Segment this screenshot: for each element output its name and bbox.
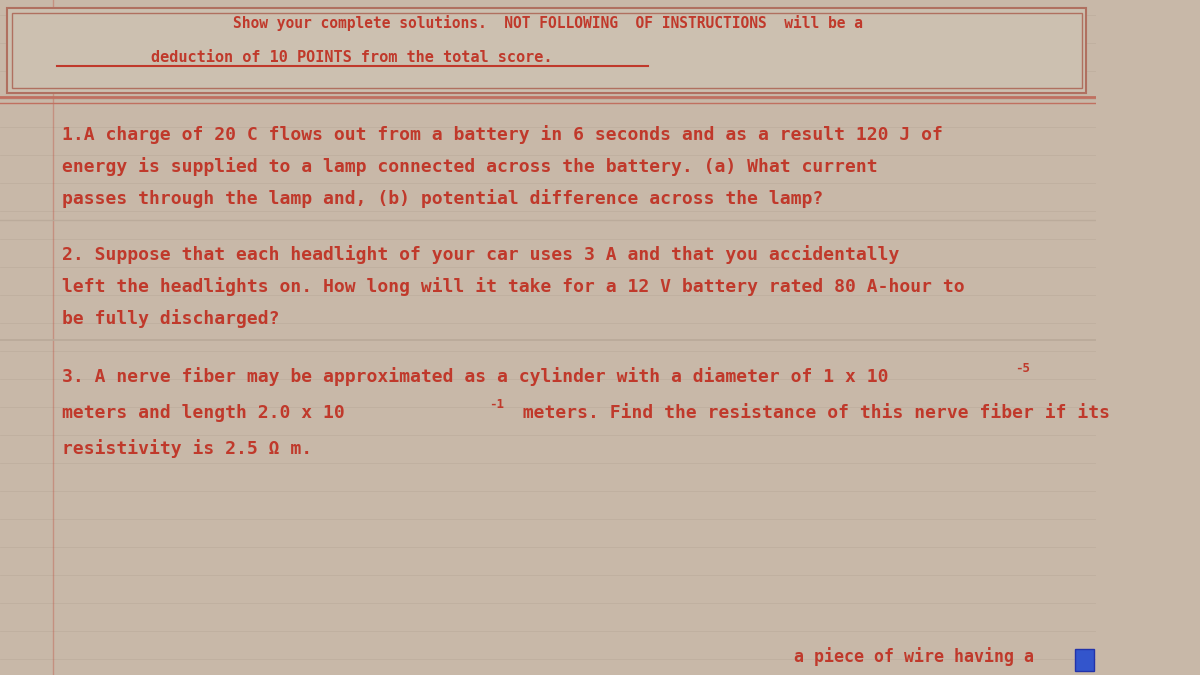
- Text: meters. Find the resistance of this nerve fiber if its: meters. Find the resistance of this nerv…: [502, 404, 1110, 422]
- Text: energy is supplied to a lamp connected across the battery. (a) What current: energy is supplied to a lamp connected a…: [62, 157, 877, 176]
- Text: left the headlights on. How long will it take for a 12 V battery rated 80 A-hour: left the headlights on. How long will it…: [62, 277, 965, 296]
- Bar: [1075, 649, 1093, 671]
- Text: a piece of wire having a: a piece of wire having a: [794, 647, 1034, 666]
- Bar: [7, 8, 1086, 93]
- Text: meters and length 2.0 x 10: meters and length 2.0 x 10: [62, 404, 344, 422]
- Text: Show your complete solutions.  NOT FOLLOWING  OF INSTRUCTIONS  will be a: Show your complete solutions. NOT FOLLOW…: [233, 15, 863, 31]
- Text: 2. Suppose that each headlight of your car uses 3 A and that you accidentally: 2. Suppose that each headlight of your c…: [62, 246, 900, 265]
- Bar: [12, 13, 1082, 88]
- Text: 3. A nerve fiber may be approximated as a cylinder with a diameter of 1 x 10: 3. A nerve fiber may be approximated as …: [62, 367, 888, 387]
- Text: 1.A charge of 20 C flows out from a battery in 6 seconds and as a result 120 J o: 1.A charge of 20 C flows out from a batt…: [62, 126, 943, 144]
- Text: deduction of 10 POINTS from the total score.: deduction of 10 POINTS from the total sc…: [151, 51, 552, 65]
- Text: -5: -5: [1015, 362, 1030, 375]
- Text: be fully discharged?: be fully discharged?: [62, 310, 280, 329]
- Text: passes through the lamp and, (b) potential difference across the lamp?: passes through the lamp and, (b) potenti…: [62, 190, 823, 209]
- Text: -1: -1: [490, 398, 504, 410]
- Text: resistivity is 2.5 Ω m.: resistivity is 2.5 Ω m.: [62, 439, 312, 458]
